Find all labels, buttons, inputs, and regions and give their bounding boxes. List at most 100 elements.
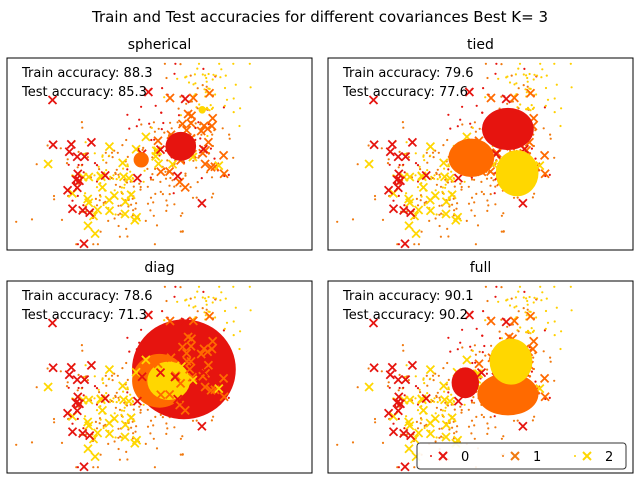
train-point-class-1 <box>135 425 138 428</box>
axes-frame <box>6 57 313 251</box>
test-point-class-1 <box>204 88 215 98</box>
train-point-class-1 <box>461 123 464 126</box>
train-point-class-0 <box>403 427 406 430</box>
train-point-class-2 <box>422 377 425 380</box>
test-point-class-0 <box>453 173 464 183</box>
test-point-class-0 <box>79 462 89 472</box>
train-point-class-2 <box>442 192 445 195</box>
train-point-class-1 <box>402 349 405 352</box>
train-point-class-1 <box>549 360 552 363</box>
train-point-class-0 <box>530 147 533 150</box>
train-point-class-2 <box>453 400 456 403</box>
train-point-class-1 <box>522 84 525 87</box>
test-point-class-0 <box>395 176 406 186</box>
train-point-class-2 <box>93 174 96 177</box>
train-point-class-0 <box>173 295 176 298</box>
train-point-class-2 <box>196 67 199 70</box>
legend-item-2: 2 <box>574 450 613 465</box>
train-point-class-0 <box>67 386 70 389</box>
train-point-class-2 <box>414 152 417 155</box>
train-point-class-1 <box>336 220 339 223</box>
test-point-class-2 <box>439 172 450 182</box>
train-point-class-1 <box>176 121 179 124</box>
train-point-class-0 <box>140 105 143 108</box>
train-point-class-2 <box>102 426 105 430</box>
test-point-class-2 <box>92 205 103 215</box>
train-point-class-0 <box>461 328 464 331</box>
test-point-class-0 <box>180 94 190 104</box>
train-point-class-0 <box>95 164 99 167</box>
train-point-class-2 <box>525 74 528 77</box>
panel-spherical: spherical Train accuracy: 88.3 Test accu… <box>6 37 313 251</box>
train-point-class-2 <box>223 104 226 107</box>
train-point-class-2 <box>429 377 432 380</box>
test-point-class-1 <box>509 316 519 326</box>
train-point-class-2 <box>553 62 556 65</box>
test-point-class-0 <box>72 183 82 193</box>
test-point-class-2 <box>97 405 108 416</box>
train-point-class-1 <box>486 368 489 371</box>
test-point-class-0 <box>383 408 394 418</box>
test-point-class-0 <box>368 318 379 328</box>
train-point-class-1 <box>169 176 172 180</box>
test-point-class-1 <box>186 118 196 128</box>
train-point-class-1 <box>435 172 438 176</box>
train-point-class-1 <box>453 209 456 212</box>
train-point-class-0 <box>200 177 203 180</box>
test-point-class-0 <box>453 396 464 406</box>
train-point-class-2 <box>559 124 562 128</box>
train-point-class-2 <box>113 412 116 415</box>
test-point-class-0 <box>464 310 475 320</box>
train-point-class-1 <box>420 230 423 233</box>
train-point-class-1 <box>107 219 110 222</box>
test-point-class-0 <box>62 185 73 195</box>
train-point-class-1 <box>397 389 400 392</box>
train-point-class-1 <box>81 126 84 129</box>
train-point-class-1 <box>387 158 390 161</box>
test-point-class-1 <box>153 359 163 369</box>
train-point-class-1 <box>166 204 169 207</box>
train-point-class-1 <box>126 458 129 461</box>
train-point-class-1 <box>438 173 441 176</box>
train-point-class-2 <box>109 175 112 178</box>
test-point-class-0 <box>383 185 394 195</box>
train-point-class-0 <box>388 386 391 389</box>
train-point-class-2 <box>444 186 447 189</box>
test-point-class-1 <box>204 311 215 321</box>
train-point-class-0 <box>161 87 164 90</box>
test-point-class-0 <box>180 317 190 327</box>
train-point-class-1 <box>179 185 182 188</box>
test-point-class-1 <box>474 359 484 369</box>
test-point-class-2 <box>92 428 103 438</box>
train-point-class-2 <box>517 290 520 293</box>
train-point-class-1 <box>196 87 199 90</box>
test-point-class-0 <box>78 205 88 216</box>
train-point-class-1 <box>456 202 459 205</box>
train-point-class-1 <box>99 453 102 456</box>
train-point-class-1 <box>489 184 492 187</box>
train-point-class-1 <box>96 466 99 469</box>
train-point-class-1 <box>526 308 529 311</box>
train-point-class-0 <box>398 163 401 167</box>
train-point-class-1 <box>482 193 485 196</box>
train-point-class-2 <box>414 397 417 400</box>
test-point-class-2 <box>413 428 424 438</box>
train-point-class-1 <box>473 201 476 204</box>
train-point-class-1 <box>161 416 164 419</box>
test-point-class-0 <box>67 204 78 214</box>
train-point-class-2 <box>560 107 563 110</box>
train-point-class-1 <box>419 168 422 171</box>
train-point-class-0 <box>402 386 405 389</box>
train-point-class-1 <box>115 391 118 394</box>
train-point-class-0 <box>447 391 450 394</box>
train-point-class-1 <box>111 156 114 159</box>
train-point-class-1 <box>228 137 231 140</box>
train-point-class-1 <box>489 416 492 419</box>
test-point-class-2 <box>167 382 178 392</box>
train-point-class-1 <box>367 367 370 370</box>
train-point-class-1 <box>104 374 107 377</box>
train-point-class-2 <box>544 327 547 330</box>
train-point-class-1 <box>470 178 474 181</box>
train-point-class-2 <box>238 347 241 351</box>
train-point-class-1 <box>195 419 198 422</box>
